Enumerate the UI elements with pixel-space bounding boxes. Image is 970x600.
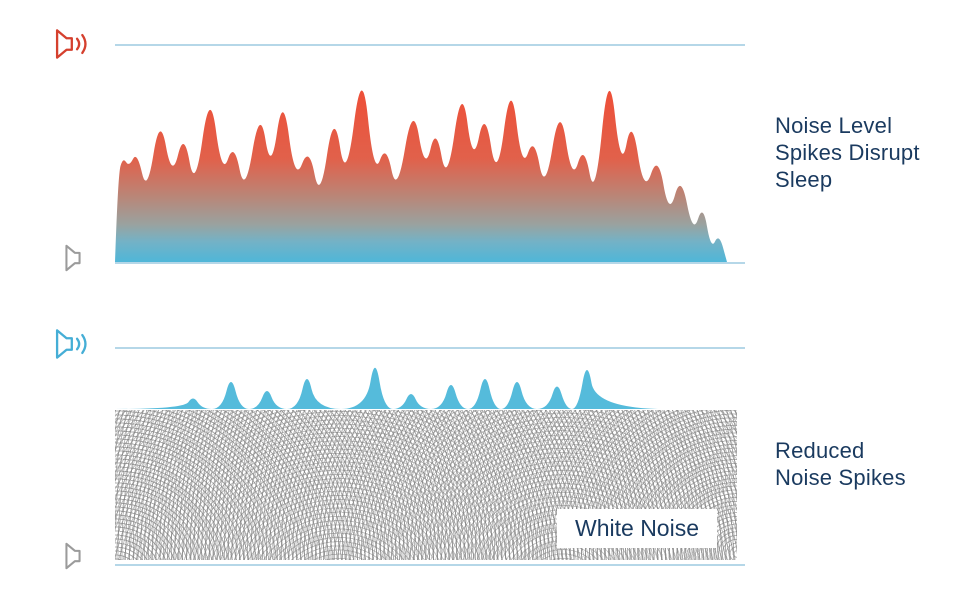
speaker-loud-icon-svg <box>55 329 87 359</box>
speaker-loud-icon <box>55 327 97 361</box>
sound-wave-large <box>81 333 87 355</box>
label-line: Spikes Disrupt <box>775 140 920 165</box>
noise-waveform-path <box>115 90 727 263</box>
label-line: Reduced <box>775 438 865 463</box>
reduced-spikes-path <box>115 367 737 409</box>
reduced-spikes-label: Reduced Noise Spikes <box>775 437 960 491</box>
reduced-spikes <box>115 367 737 409</box>
speaker-cone <box>65 244 81 272</box>
speaker-quiet-icon-svg <box>65 542 81 570</box>
sound-wave-large <box>81 33 87 55</box>
speaker-cone <box>55 29 73 59</box>
label-line: Noise Level <box>775 113 893 138</box>
speaker-quiet-icon <box>62 243 84 273</box>
noise-waveform <box>115 90 727 263</box>
speaker-loud-icon-svg <box>55 29 87 59</box>
speaker-quiet-icon <box>62 541 84 571</box>
white-noise-label: White Noise <box>557 509 717 548</box>
bottom-ceiling-line <box>115 347 745 349</box>
label-line: Noise Spikes <box>775 465 906 490</box>
label-line: Sleep <box>775 167 833 192</box>
sound-wave-small <box>75 337 81 351</box>
white-noise-pattern: White Noise <box>115 410 737 560</box>
top-baseline <box>115 262 745 264</box>
speaker-quiet-icon-svg <box>65 244 81 272</box>
bottom-baseline <box>115 564 745 566</box>
speaker-cone <box>55 329 73 359</box>
speaker-cone <box>65 542 81 570</box>
speaker-loud-icon <box>55 27 97 61</box>
top-ceiling-line <box>115 44 745 46</box>
sound-wave-small <box>75 37 81 51</box>
noise-spikes-label: Noise Level Spikes Disrupt Sleep <box>775 112 960 193</box>
